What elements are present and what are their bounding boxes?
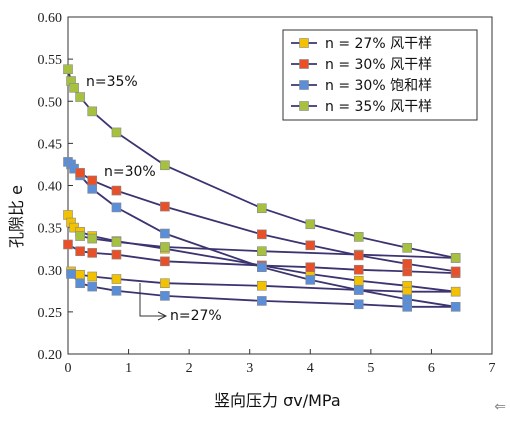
data-point: [450, 286, 461, 297]
data-point: [305, 240, 316, 251]
y-tick-label: 0.40: [38, 180, 63, 195]
data-point: [66, 269, 76, 279]
legend-label: n = 30% 风干样: [325, 57, 432, 73]
data-point: [353, 285, 364, 295]
data-point: [111, 274, 122, 284]
data-point: [87, 248, 98, 258]
data-point: [69, 82, 79, 93]
annotation-n35: n=35%: [86, 74, 138, 90]
data-point: [75, 168, 85, 178]
data-point: [87, 233, 98, 244]
x-tick-label: 7: [489, 361, 496, 376]
legend-box: [282, 29, 478, 121]
x-tick-label: 4: [307, 361, 314, 376]
ticks-layer: 0 1 2 3 4 5 6 7 0.20 0.25 0.30 0.35 0.40 0.45 0.50 0.55…: [38, 11, 496, 376]
data-point: [87, 281, 98, 292]
annotation-n30: n=30%: [104, 164, 156, 180]
data-point: [353, 275, 364, 286]
y-tick-label: 0.55: [38, 53, 63, 68]
data-point: [402, 259, 413, 269]
legend-marker: [299, 101, 309, 111]
annotation-n27-arrowhead: [157, 311, 168, 321]
x-tick-label: 5: [367, 361, 374, 376]
y-tick-label: 0.60: [38, 11, 63, 26]
data-point: [305, 262, 316, 273]
data-point: [450, 266, 461, 277]
data-point: [87, 184, 98, 194]
data-point: [257, 229, 267, 240]
legend-label: n = 27% 风干样: [325, 36, 432, 52]
data-point: [111, 127, 122, 138]
y-axis-label: 孔隙比 e: [7, 185, 26, 248]
data-point: [257, 280, 267, 291]
x-axis-label: 竖向压力 σv/MPa: [214, 391, 341, 410]
legend-items: n = 27% 风干样 n = 30% 风干样 n = 30% 饱和样 n = 35%…: [291, 36, 432, 115]
markers-layer: [63, 64, 461, 312]
data-point: [450, 253, 461, 263]
legend-marker: [299, 59, 309, 69]
data-point: [450, 302, 461, 312]
x-tick-label: 0: [65, 361, 72, 376]
data-point: [75, 246, 85, 257]
y-tick-label: 0.35: [38, 222, 63, 237]
data-point: [87, 175, 98, 186]
data-point: [111, 202, 122, 213]
data-point: [402, 243, 413, 253]
data-point: [111, 185, 122, 196]
data-point: [305, 275, 316, 285]
data-point: [160, 160, 170, 171]
data-point: [111, 286, 122, 296]
data-point: [353, 250, 364, 261]
x-tick-label: 3: [246, 361, 253, 376]
y-tick-label: 0.25: [38, 306, 63, 321]
annotations: n=35% n=30% n=27%: [86, 74, 222, 324]
data-point: [87, 271, 98, 282]
data-point: [160, 228, 170, 239]
data-point: [353, 232, 364, 242]
data-point: [160, 291, 170, 301]
data-point: [160, 242, 170, 252]
data-point: [75, 278, 85, 289]
data-point: [257, 203, 267, 214]
x-tick-label: 1: [125, 361, 132, 376]
x-tick-label: 6: [428, 361, 435, 376]
legend: n = 27% 风干样 n = 30% 风干样 n = 30% 饱和样 n = 35%…: [282, 29, 478, 121]
legend-marker: [299, 80, 309, 90]
data-point: [75, 92, 85, 102]
data-point: [160, 201, 170, 212]
y-tick-label: 0.30: [38, 264, 63, 279]
data-point: [87, 106, 98, 117]
data-point: [353, 264, 364, 275]
y-tick-label: 0.50: [38, 95, 63, 110]
data-point: [75, 270, 85, 280]
annotation-n27: n=27%: [170, 308, 222, 324]
data-point: [63, 239, 73, 250]
y-tick-label: 0.45: [38, 137, 63, 152]
data-point: [257, 246, 267, 257]
data-point: [63, 64, 73, 75]
legend-label: n = 35% 风干样: [325, 99, 432, 115]
data-point: [75, 231, 85, 241]
data-point: [160, 278, 170, 289]
data-point: [160, 256, 170, 267]
data-point: [111, 249, 122, 260]
data-point: [111, 237, 122, 247]
data-point: [257, 296, 267, 306]
data-point: [305, 219, 316, 230]
x-tick-label: 2: [186, 361, 193, 376]
legend-label: n = 30% 饱和样: [325, 78, 432, 94]
annotation-n27-arrow: [139, 283, 165, 317]
series-line-1: [67, 243, 456, 274]
y-tick-label: 0.20: [38, 348, 63, 363]
data-point: [353, 299, 364, 310]
legend-marker: [299, 38, 309, 48]
data-point: [402, 302, 413, 312]
data-point: [257, 262, 267, 273]
back-arrow-icon[interactable]: ⇐: [494, 399, 506, 415]
